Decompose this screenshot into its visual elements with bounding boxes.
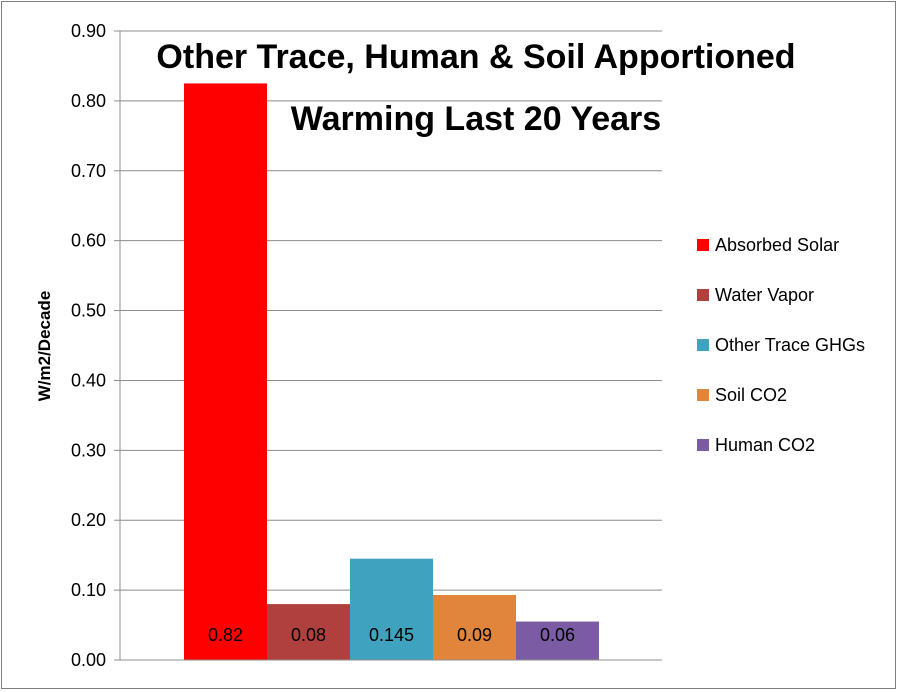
y-tick-label: 0.30 (71, 440, 106, 460)
legend-item-label: Water Vapor (715, 285, 814, 305)
y-tick-label: 0.90 (71, 21, 106, 41)
y-tick-label: 0.00 (71, 650, 106, 670)
data-label: 0.08 (291, 625, 326, 645)
legend-item-label: Other Trace GHGs (715, 335, 865, 355)
bar-soil-co2 (433, 595, 516, 660)
legend-swatch (697, 339, 709, 351)
legend-item-label: Absorbed Solar (715, 235, 839, 255)
legend-item-label: Soil CO2 (715, 385, 787, 405)
data-label: 0.145 (369, 625, 414, 645)
y-tick-label: 0.50 (71, 301, 106, 321)
y-tick-label: 0.70 (71, 161, 106, 181)
bar-absorbed-solar (184, 83, 267, 660)
legend-swatch (697, 389, 709, 401)
data-label: 0.09 (457, 625, 492, 645)
y-tick-label: 0.40 (71, 370, 106, 390)
bar-human-co2 (516, 621, 599, 660)
bar-other-trace-ghgs (350, 558, 433, 660)
y-tick-label: 0.20 (71, 510, 106, 530)
y-tick-label: 0.60 (71, 231, 106, 251)
y-tick-label: 0.10 (71, 580, 106, 600)
chart-title-line-1: Other Trace, Human & Soil Apportioned (156, 38, 795, 76)
bar-water-vapor (267, 604, 350, 660)
data-label: 0.06 (540, 625, 575, 645)
legend-swatch (697, 289, 709, 301)
legend-item-label: Human CO2 (715, 435, 815, 455)
y-tick-label: 0.80 (71, 91, 106, 111)
legend-swatch (697, 439, 709, 451)
y-axis-label: W/m2/Decade (35, 291, 54, 402)
chart-title-line-2: Warming Last 20 Years (291, 100, 661, 138)
legend-swatch (697, 239, 709, 251)
data-label: 0.82 (208, 625, 243, 645)
